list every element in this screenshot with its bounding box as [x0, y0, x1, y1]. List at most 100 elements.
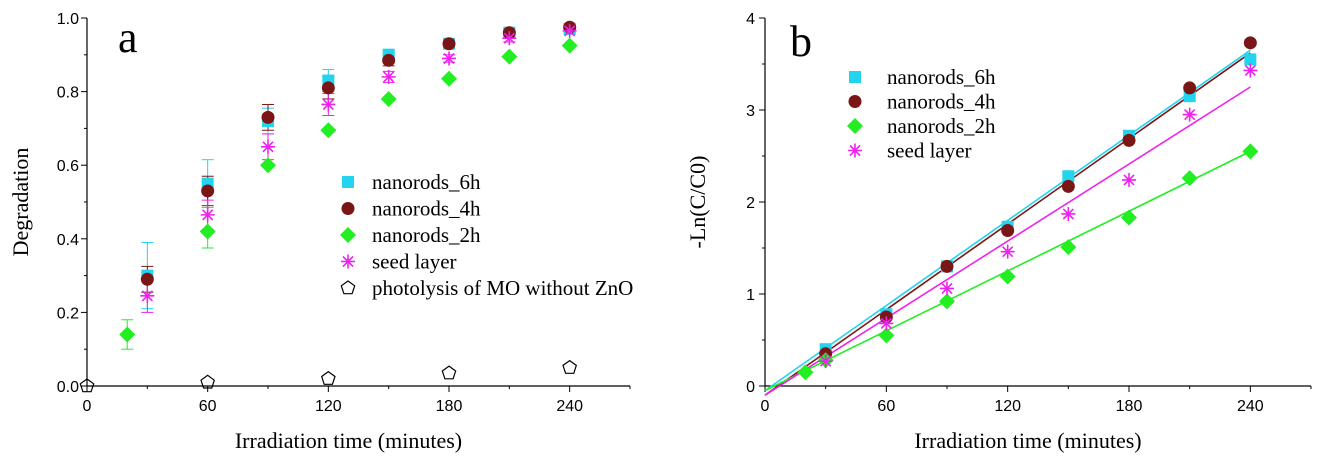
- data-point: [140, 288, 155, 303]
- data-point: [562, 359, 578, 374]
- data-point: [380, 90, 397, 107]
- y-tick-label: 4: [746, 11, 755, 28]
- series-3: [140, 23, 577, 303]
- legend-marker: [341, 202, 355, 215]
- y-axis-label: -Ln(C/C0): [685, 156, 710, 249]
- data-point: [501, 48, 518, 65]
- data-point: [200, 374, 216, 389]
- data-point: [940, 281, 954, 296]
- legend-label: nanorods_4h: [372, 197, 481, 221]
- legend-marker: [340, 227, 356, 243]
- data-point: [1244, 53, 1257, 66]
- x-tick-label: 0: [761, 398, 770, 415]
- x-axis-label: Irradiation time (minutes): [914, 428, 1141, 453]
- data-point: [1242, 143, 1259, 160]
- y-tick-label: 0.6: [57, 158, 79, 175]
- x-tick-label: 180: [436, 398, 463, 415]
- x-tick-label: 180: [1116, 398, 1143, 415]
- data-point: [1181, 170, 1198, 187]
- legend-label: nanorods_6h: [372, 170, 481, 194]
- legend-marker: [340, 280, 356, 295]
- data-point: [442, 51, 456, 66]
- legend-label: nanorods_2h: [887, 114, 996, 138]
- series-2: [119, 37, 578, 343]
- y-tick-label: 1: [746, 287, 755, 304]
- data-point: [1182, 107, 1197, 122]
- y-axis-label: Degradation: [8, 148, 33, 257]
- y-tick-label: 0.0: [57, 379, 79, 396]
- legend-label: photolysis of MO without ZnO: [372, 276, 633, 300]
- data-point: [119, 326, 136, 343]
- data-point: [321, 97, 336, 112]
- data-point: [939, 293, 955, 310]
- data-point: [441, 365, 457, 380]
- series-0: [819, 53, 1257, 356]
- x-tick-label: 0: [83, 398, 92, 415]
- chart-panel-a: 0 60 120 180 240 0.0 0.2 0.4 0.6 0.8 1.0 Irradiatio…: [8, 11, 633, 453]
- legend-label: seed layer: [372, 250, 457, 274]
- data-point: [1183, 81, 1197, 95]
- data-point: [1243, 63, 1258, 78]
- legend-label: nanorods_6h: [887, 65, 996, 89]
- data-point: [1061, 179, 1075, 193]
- y-tick-label: 0.8: [57, 85, 79, 102]
- data-point: [320, 122, 337, 139]
- data-point: [140, 272, 154, 286]
- x-tick-label: 60: [877, 398, 895, 415]
- y-tick-label: 1.0: [57, 11, 79, 28]
- legend-marker: [847, 118, 863, 134]
- data-point: [441, 70, 457, 87]
- data-point: [561, 37, 578, 54]
- data-point: [1061, 206, 1076, 221]
- panel-label: a: [118, 13, 138, 62]
- data-point: [320, 370, 336, 385]
- legend-marker: [849, 71, 861, 83]
- y-tick-label: 3: [746, 103, 755, 120]
- data-point: [1001, 224, 1015, 238]
- x-tick-label: 120: [315, 398, 342, 415]
- y-tick-label: 0: [746, 379, 755, 396]
- fit-line-0: [764, 49, 1251, 392]
- series-1: [140, 20, 577, 286]
- series-3: [818, 63, 1258, 369]
- data-point: [382, 53, 396, 67]
- legend-marker: [342, 176, 354, 188]
- legend-marker: [341, 254, 355, 269]
- data-point: [1060, 239, 1077, 256]
- data-point: [200, 207, 215, 222]
- data-point: [1122, 133, 1136, 147]
- data-point: [879, 316, 894, 331]
- data-point: [999, 268, 1016, 285]
- data-point: [878, 327, 895, 344]
- y-tick-label: 0.2: [57, 305, 79, 322]
- data-point: [442, 37, 456, 51]
- y-tick-label: 0.4: [57, 232, 79, 249]
- legend-marker: [848, 143, 862, 158]
- data-point: [940, 259, 954, 273]
- x-axis-label: Irradiation time (minutes): [235, 428, 462, 453]
- legend-marker: [848, 95, 862, 108]
- x-tick-label: 60: [199, 398, 217, 415]
- data-point: [562, 23, 577, 38]
- legend-label: nanorods_4h: [887, 90, 996, 114]
- legend-label: seed layer: [887, 139, 972, 163]
- chart-panel-b: 0 60 120 180 240 0 1 2 3 4 Irradiation time (minut…: [685, 11, 1312, 453]
- data-point: [260, 157, 276, 174]
- data-point: [818, 354, 833, 369]
- fit-line-3: [764, 86, 1251, 396]
- data-point: [1122, 172, 1136, 187]
- y-tick-label: 2: [746, 195, 755, 212]
- x-tick-label: 240: [556, 398, 583, 415]
- data-point: [201, 184, 215, 198]
- x-tick-label: 120: [994, 398, 1021, 415]
- data-point: [502, 31, 517, 46]
- data-point: [381, 69, 396, 84]
- panel-label: b: [790, 17, 812, 66]
- data-point: [1243, 36, 1257, 50]
- x-tick-label: 240: [1237, 398, 1264, 415]
- data-point: [797, 364, 814, 381]
- data-point: [199, 223, 216, 240]
- data-point: [261, 139, 275, 154]
- legend-label: nanorods_2h: [372, 223, 481, 247]
